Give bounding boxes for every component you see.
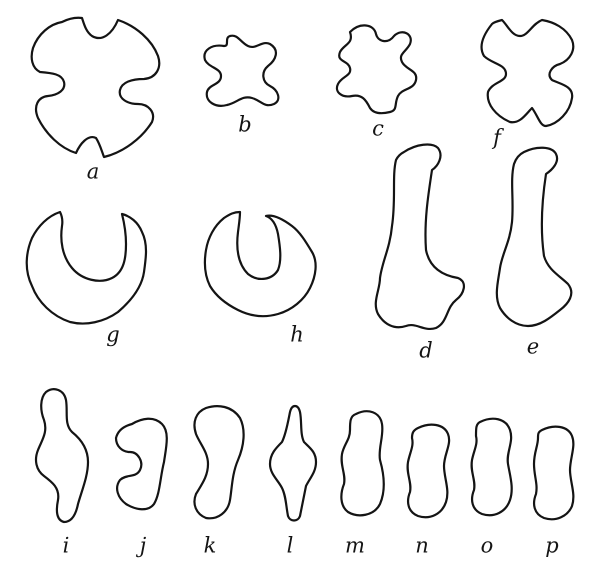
shape-p (532, 425, 575, 521)
shape-c (335, 24, 418, 115)
shape-l (268, 404, 318, 522)
shape-j (114, 417, 168, 511)
label-j: j (139, 533, 147, 558)
shape-h (203, 210, 317, 318)
label-n: n (415, 533, 429, 558)
shape-i (34, 388, 90, 524)
label-e: e (526, 334, 540, 359)
label-f: f (493, 125, 501, 150)
label-c: c (372, 116, 384, 141)
label-b: b (238, 112, 252, 137)
shape-n (406, 423, 451, 519)
shape-d (374, 143, 465, 330)
shape-o (470, 417, 513, 517)
shape-a (30, 16, 161, 159)
label-p: p (545, 533, 559, 558)
label-l: l (286, 533, 294, 558)
label-m: m (345, 533, 365, 558)
label-k: k (203, 533, 217, 558)
label-a: a (86, 159, 100, 184)
shape-e (495, 146, 573, 328)
shape-b (203, 34, 280, 107)
shape-m (340, 410, 385, 517)
label-d: d (419, 338, 433, 363)
label-h: h (290, 322, 304, 347)
label-o: o (480, 533, 494, 558)
label-i: i (62, 533, 70, 558)
shape-k (193, 405, 245, 520)
label-g: g (106, 322, 120, 347)
shape-g (25, 210, 148, 325)
shape-f (480, 18, 575, 128)
